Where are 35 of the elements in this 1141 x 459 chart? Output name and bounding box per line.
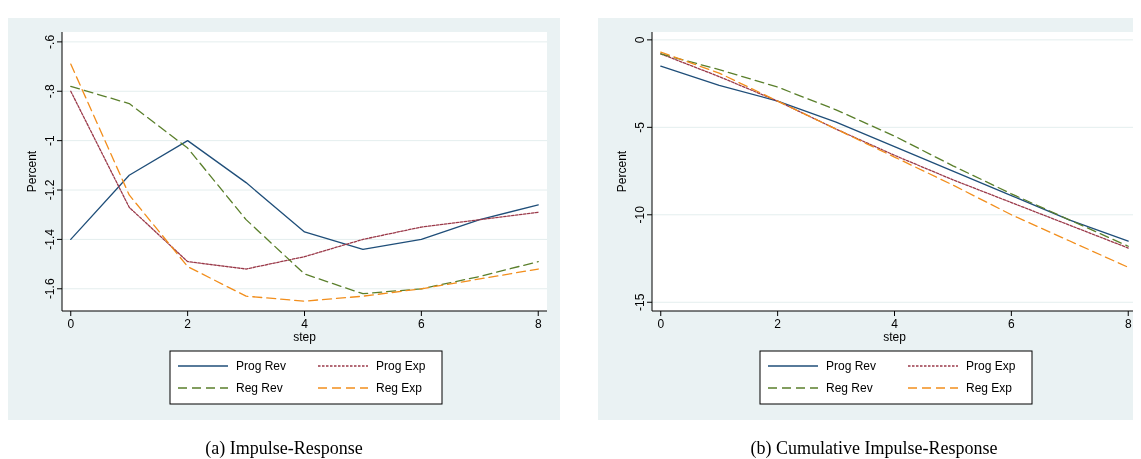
legend-label: Prog Rev bbox=[236, 359, 287, 373]
x-tick-label: 8 bbox=[534, 317, 542, 331]
y-tick-label: -1.6 bbox=[43, 278, 57, 300]
x-tick-label: 4 bbox=[891, 317, 899, 331]
x-tick-label: 2 bbox=[774, 317, 782, 331]
y-tick-label: -.8 bbox=[43, 83, 57, 99]
text: (b) Cumulative Impulse-Response bbox=[750, 438, 998, 459]
legend-label: Prog Exp bbox=[376, 359, 426, 373]
legend-label: Reg Rev bbox=[826, 381, 873, 395]
legend-label: Reg Exp bbox=[376, 381, 423, 395]
y-tick-label: -10 bbox=[633, 205, 647, 224]
y-tick-label: 0 bbox=[633, 36, 647, 44]
y-tick-label: -5 bbox=[633, 121, 647, 133]
legend-label: Reg Rev bbox=[236, 381, 283, 395]
line-series bbox=[70, 139, 539, 250]
y-tick-label: -.6 bbox=[43, 34, 57, 49]
x-tick-label: 0 bbox=[657, 317, 665, 331]
y-axis-title: Percent bbox=[25, 150, 39, 193]
x-tick-label: 4 bbox=[301, 317, 309, 331]
x-tick-label: 0 bbox=[67, 317, 75, 331]
legend-label: Prog Rev bbox=[826, 359, 877, 373]
y-tick-label: -15 bbox=[633, 293, 647, 311]
y-tick-label: -1.2 bbox=[43, 179, 57, 201]
x-tick-label: 6 bbox=[418, 317, 426, 331]
legend-label: Prog Exp bbox=[966, 359, 1016, 373]
text: (a) Impulse-Response bbox=[205, 438, 363, 459]
y-axis-title: Percent bbox=[615, 150, 629, 193]
x-tick-label: 8 bbox=[1124, 317, 1132, 331]
x-tick-label: 6 bbox=[1008, 317, 1016, 331]
x-axis-title: step bbox=[883, 330, 907, 344]
x-tick-label: 2 bbox=[184, 317, 192, 331]
y-tick-label: -1 bbox=[43, 134, 57, 146]
y-tick-label: -1.4 bbox=[43, 228, 57, 250]
x-axis-title: step bbox=[293, 330, 317, 344]
legend-label: Reg Exp bbox=[966, 381, 1013, 395]
